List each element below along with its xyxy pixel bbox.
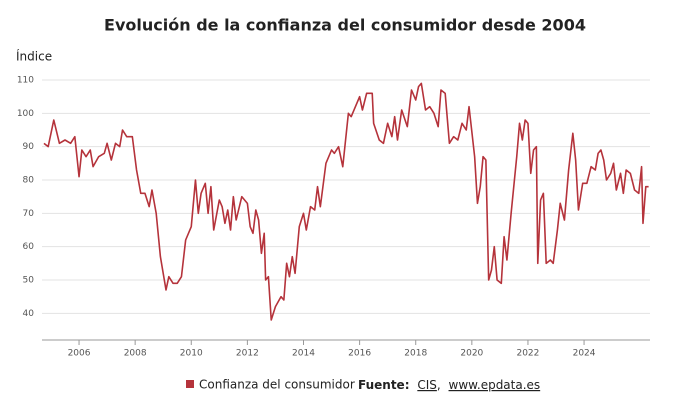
x-tick-label: 2010 bbox=[180, 349, 203, 359]
data-line bbox=[43, 82, 649, 321]
legend: Confianza del consumidor bbox=[186, 378, 355, 392]
y-tick-label: 80 bbox=[23, 176, 35, 186]
x-tick-label: 2012 bbox=[236, 349, 259, 359]
chart-title: Evolución de la confianza del consumidor… bbox=[104, 16, 586, 35]
y-axis-label: Índice bbox=[16, 49, 52, 64]
y-tick-label: 40 bbox=[23, 309, 35, 319]
x-tick-label: 2008 bbox=[124, 349, 147, 359]
y-tick-label: 70 bbox=[23, 209, 35, 219]
x-tick-label: 2006 bbox=[68, 349, 91, 359]
legend-label: Confianza del consumidor bbox=[199, 378, 355, 392]
y-tick-label: 50 bbox=[23, 276, 35, 286]
legend-swatch bbox=[186, 380, 194, 388]
source: Fuente: CIS, www.epdata.es bbox=[358, 378, 540, 392]
source-label: Fuente: bbox=[358, 378, 410, 392]
source-link[interactable]: CIS bbox=[417, 378, 437, 392]
y-tick-label: 60 bbox=[23, 242, 35, 252]
x-tick-label: 2018 bbox=[404, 349, 427, 359]
y-tick-label: 100 bbox=[17, 109, 34, 119]
source-link[interactable]: www.epdata.es bbox=[449, 378, 541, 392]
x-tick-label: 2016 bbox=[348, 349, 371, 359]
y-tick-label: 90 bbox=[23, 142, 35, 152]
x-tick-label: 2014 bbox=[292, 349, 315, 359]
x-tick-label: 2022 bbox=[516, 349, 539, 359]
x-tick-label: 2020 bbox=[460, 349, 483, 359]
y-tick-label: 110 bbox=[17, 76, 34, 86]
source-separator: , bbox=[437, 378, 441, 392]
x-tick-label: 2024 bbox=[573, 349, 596, 359]
